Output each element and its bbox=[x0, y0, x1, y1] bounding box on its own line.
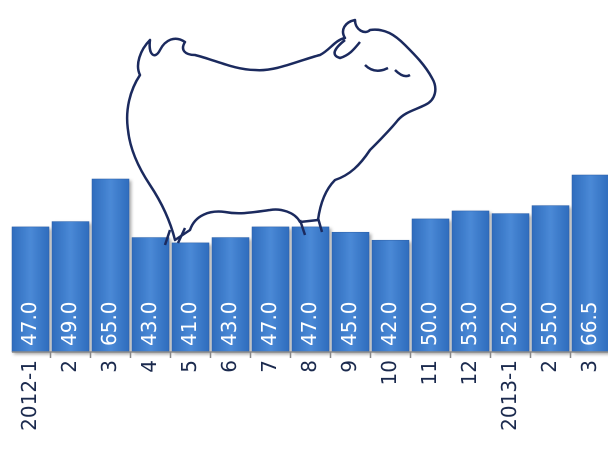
x-tick-label: 9 bbox=[337, 360, 361, 373]
x-tick-label: 10 bbox=[377, 360, 401, 385]
x-tick-label: 2 bbox=[537, 360, 561, 373]
value-label: 52.0 bbox=[497, 301, 521, 346]
bar bbox=[51, 221, 90, 353]
bar bbox=[411, 218, 450, 353]
value-label: 45.0 bbox=[337, 301, 361, 346]
value-label: 53.0 bbox=[457, 301, 481, 346]
bar bbox=[11, 226, 50, 353]
bar bbox=[491, 213, 530, 353]
bar bbox=[531, 205, 570, 353]
value-label: 43.0 bbox=[137, 301, 161, 346]
x-tick-label: 12 bbox=[457, 360, 481, 385]
value-label: 43.0 bbox=[217, 301, 241, 346]
bar bbox=[571, 174, 608, 353]
value-label: 47.0 bbox=[297, 301, 321, 346]
x-tick-label: 8 bbox=[297, 360, 321, 373]
value-label: 41.0 bbox=[177, 301, 201, 346]
x-tick-label: 6 bbox=[217, 360, 241, 373]
bar bbox=[451, 210, 490, 353]
x-tick-label: 2 bbox=[57, 360, 81, 373]
bar bbox=[171, 242, 210, 353]
x-tick-label: 3 bbox=[97, 360, 121, 373]
x-tick-label: 2013-1 bbox=[497, 360, 521, 431]
value-label: 66.5 bbox=[577, 301, 601, 346]
value-label: 47.0 bbox=[257, 301, 281, 346]
x-tick-label: 11 bbox=[417, 360, 441, 385]
bar bbox=[131, 237, 170, 353]
goat-illustration bbox=[125, 18, 437, 246]
value-label: 42.0 bbox=[377, 301, 401, 346]
bar bbox=[91, 178, 130, 353]
value-label: 55.0 bbox=[537, 301, 561, 346]
value-label: 50.0 bbox=[417, 301, 441, 346]
x-tick-label: 2012-1 bbox=[17, 360, 41, 431]
x-tick-label: 4 bbox=[137, 360, 161, 373]
value-label: 65.0 bbox=[97, 301, 121, 346]
x-tick-label: 5 bbox=[177, 360, 201, 373]
x-tick-label: 7 bbox=[257, 360, 281, 373]
bar bbox=[371, 239, 410, 353]
bars bbox=[11, 174, 608, 353]
x-tick-label: 3 bbox=[577, 360, 601, 373]
value-label: 47.0 bbox=[17, 301, 41, 346]
value-label: 49.0 bbox=[57, 301, 81, 346]
bar bbox=[291, 226, 330, 353]
bar bbox=[211, 237, 250, 353]
